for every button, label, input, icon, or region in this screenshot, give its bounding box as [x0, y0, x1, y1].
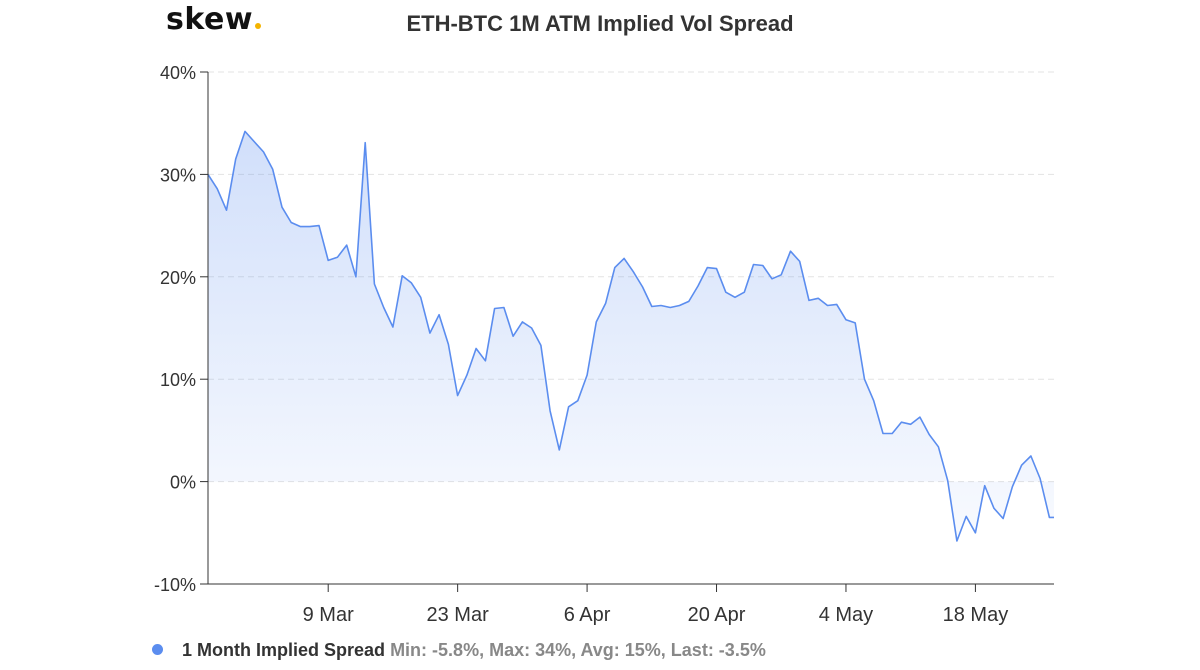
- series-line: [207, 130, 1054, 542]
- chart-title: ETH-BTC 1M ATM Implied Vol Spread: [406, 11, 794, 36]
- y-tick-label: 20%: [160, 268, 196, 288]
- x-tick-label: 23 Mar: [427, 604, 490, 626]
- x-axis-ticks: 9 Mar 23 Mar 6 Apr 20 Apr 4 May 18 May: [303, 584, 1009, 626]
- legend-marker: [152, 643, 163, 655]
- series-line-path: [207, 130, 1054, 542]
- legend[interactable]: 1 Month Implied Spread Min: -5.8%, Max: …: [152, 640, 766, 661]
- legend-series-name: 1 Month Implied Spread: [182, 640, 386, 660]
- legend-stats: Min: -5.8%, Max: 34%, Avg: 15%, Last: -3…: [390, 640, 766, 660]
- y-tick-label: 30%: [160, 165, 196, 185]
- area-fill: [208, 131, 1054, 541]
- x-tick-label: 20 Apr: [688, 604, 746, 626]
- y-axis-ticks: 40% 30% 20% 10% 0% -10%: [154, 63, 208, 595]
- chart-plot: 40% 30% 20% 10% 0% -10% 9 Mar 23 Mar 6 Apr 20 Ap…: [154, 63, 1054, 626]
- y-tick-label: 0%: [170, 473, 196, 493]
- y-tick-label: 40%: [160, 63, 196, 83]
- y-tick-label: -10%: [154, 575, 196, 595]
- area-path: [208, 131, 1054, 541]
- skew-logo: skew: [166, 2, 262, 37]
- x-tick-label: 18 May: [943, 604, 1009, 626]
- y-tick-label: 10%: [160, 370, 196, 390]
- logo-dot: [255, 23, 262, 29]
- logo-text: skew: [166, 2, 254, 37]
- x-tick-label: 4 May: [819, 604, 873, 626]
- x-tick-label: 9 Mar: [303, 604, 354, 626]
- x-tick-label: 6 Apr: [564, 604, 611, 626]
- axes: [207, 72, 1054, 585]
